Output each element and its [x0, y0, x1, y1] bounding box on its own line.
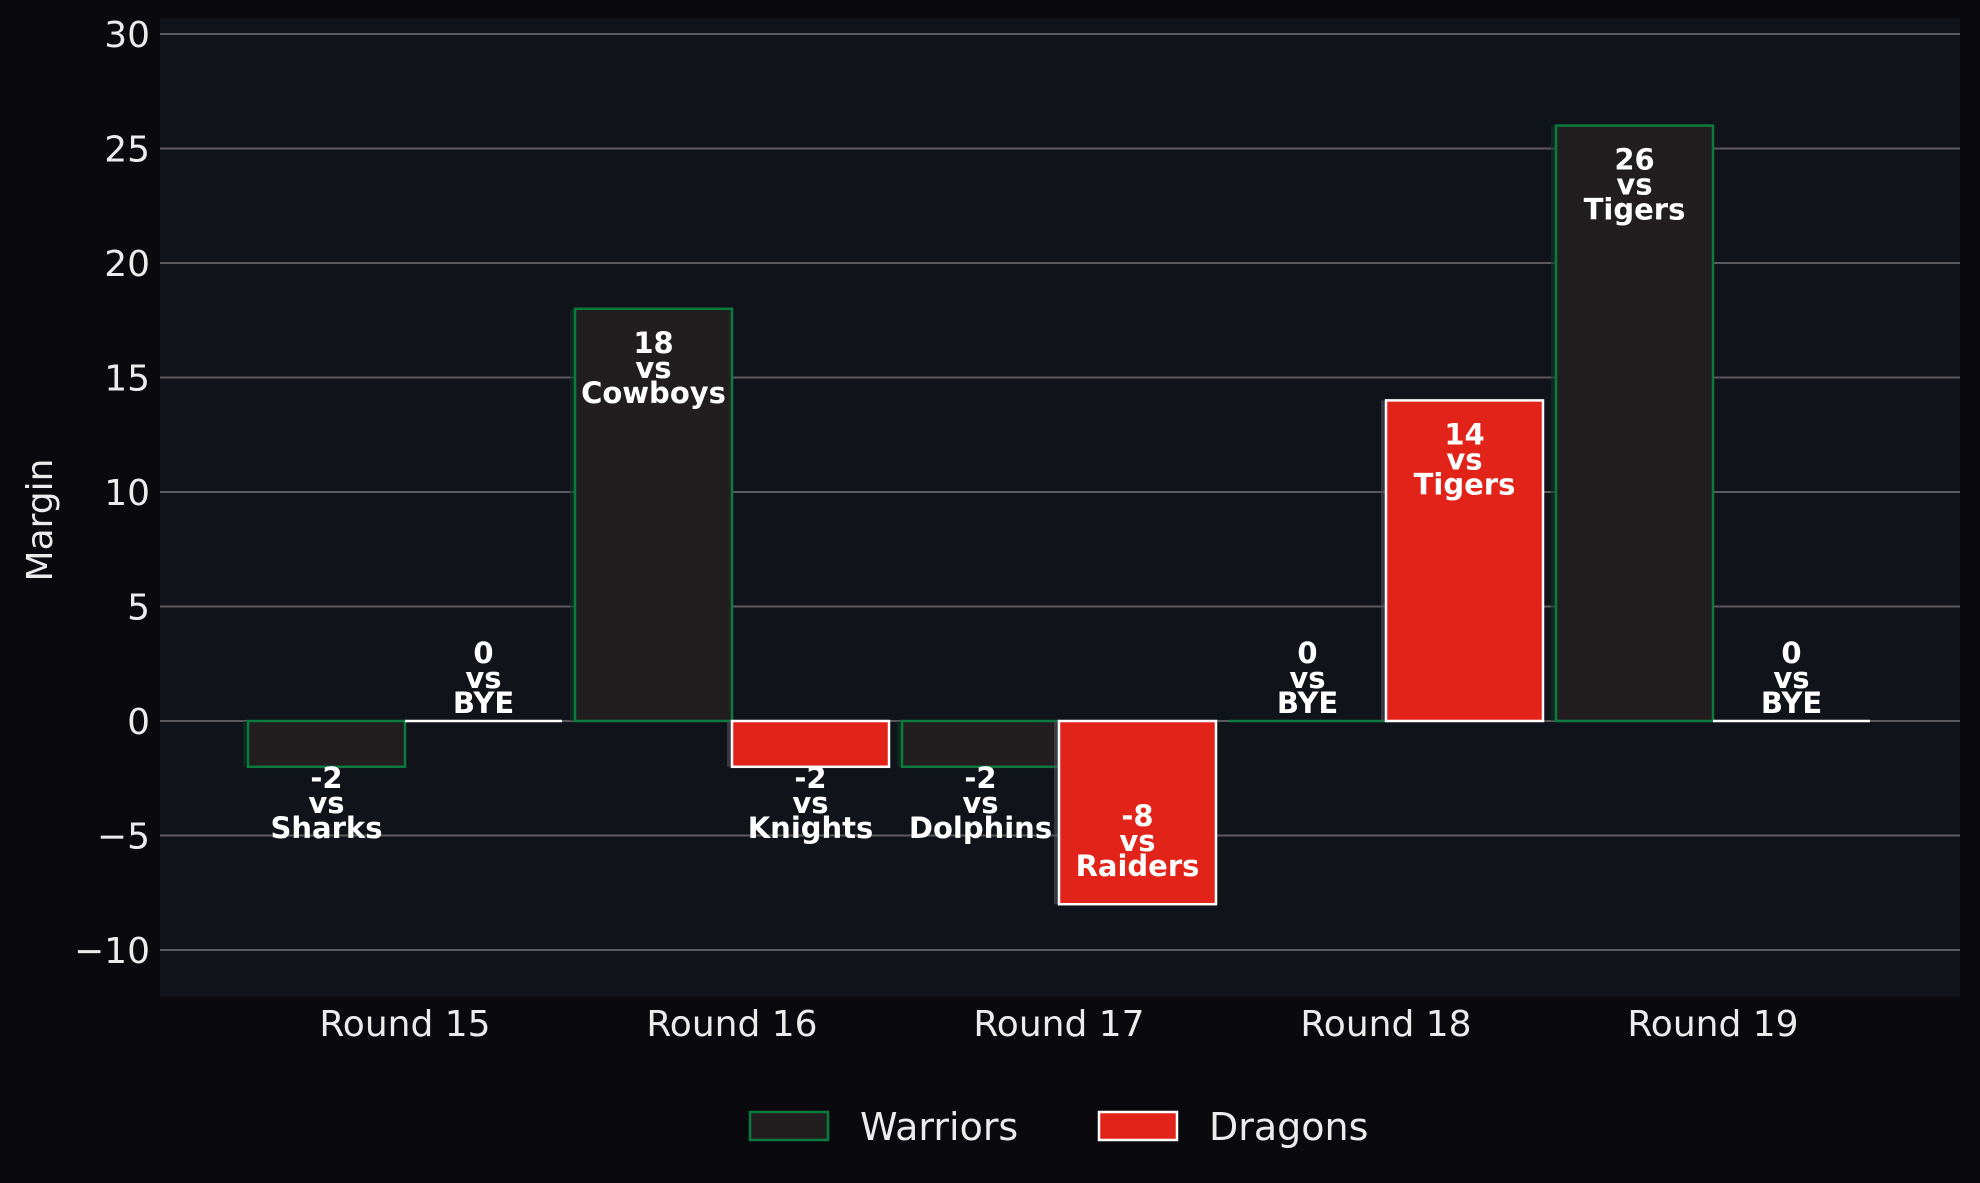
bar-label-opponent: Knights — [748, 811, 874, 845]
bar-dragons — [1057, 719, 1218, 906]
bar-label-margin: 18 — [633, 326, 673, 360]
legend-label: Warriors — [860, 1105, 1018, 1149]
bar-label-margin: -2 — [794, 761, 826, 795]
legend-label: Dragons — [1209, 1105, 1368, 1149]
legend: Warriors Dragons — [748, 1105, 1368, 1149]
bar-label-opponent: Cowboys — [581, 376, 726, 410]
y-tick-label: 30 — [104, 15, 150, 56]
bar-dragons — [1384, 399, 1545, 723]
x-tick-label: Round 18 — [1300, 1004, 1471, 1045]
x-tick-label: Round 15 — [319, 1004, 490, 1045]
legend-swatch — [748, 1110, 830, 1142]
bar-label-vs: vs — [792, 786, 828, 820]
bar-dragons — [730, 719, 891, 769]
bar-labels: -2vsSharks18vsCowboys-2vsDolphins0vsBYE2… — [271, 143, 1823, 884]
bars — [243, 124, 1870, 906]
bar-label-opponent: BYE — [1277, 686, 1338, 720]
bar-label-margin: -2 — [964, 761, 996, 795]
y-tick-label: 15 — [104, 359, 150, 400]
y-tick-label: 0 — [127, 702, 150, 743]
bar-label-vs: vs — [1119, 824, 1155, 858]
y-tick-label: −10 — [74, 931, 150, 972]
y-tick-label: 5 — [127, 588, 150, 629]
bar-label-vs: vs — [1773, 661, 1809, 695]
x-tick-label: Round 16 — [646, 1004, 817, 1045]
bar-label-vs: vs — [1446, 442, 1482, 476]
bar-label-margin: 0 — [1297, 636, 1317, 670]
y-tick-label: −5 — [97, 817, 150, 858]
bar-warriors — [900, 719, 1061, 769]
bar-warriors — [1554, 124, 1715, 723]
bar-label-vs: vs — [465, 661, 501, 695]
x-tick-label: Round 19 — [1627, 1004, 1798, 1045]
bar-label-margin: -2 — [310, 761, 342, 795]
y-axis-ticks: −10 −5 0 5 10 15 20 25 30 — [74, 15, 150, 972]
bar-label-vs: vs — [1289, 661, 1325, 695]
bar-label-opponent: Tigers — [1584, 193, 1686, 227]
bar-label-vs: vs — [308, 786, 344, 820]
bar-label-vs: vs — [962, 786, 998, 820]
bar-label-margin: -8 — [1121, 799, 1153, 833]
x-tick-label: Round 17 — [973, 1004, 1144, 1045]
bar-label-opponent: Raiders — [1076, 849, 1200, 883]
legend-swatch — [1097, 1110, 1179, 1142]
bar-label-opponent: BYE — [453, 686, 514, 720]
x-axis-ticks: Round 15 Round 16 Round 17 Round 18 Round 19 — [319, 1004, 1798, 1045]
y-tick-label: 25 — [104, 130, 150, 171]
bar-warriors — [573, 307, 734, 723]
y-tick-label: 20 — [104, 244, 150, 285]
bar-label-margin: 26 — [1614, 143, 1654, 177]
bar-label-margin: 0 — [473, 636, 493, 670]
y-axis-label: Margin — [20, 459, 61, 582]
y-tick-label: 10 — [104, 473, 150, 514]
bar-label-margin: 14 — [1444, 417, 1484, 451]
bar-label-vs: vs — [1616, 168, 1652, 202]
bar-label-vs: vs — [635, 351, 671, 385]
bar-label-margin: 0 — [1781, 636, 1801, 670]
bar-label-opponent: BYE — [1761, 686, 1822, 720]
bar-label-opponent: Tigers — [1414, 467, 1516, 501]
bar-label-opponent: Dolphins — [909, 811, 1052, 845]
bar-label-opponent: Sharks — [271, 811, 383, 845]
bar-warriors — [246, 719, 407, 769]
